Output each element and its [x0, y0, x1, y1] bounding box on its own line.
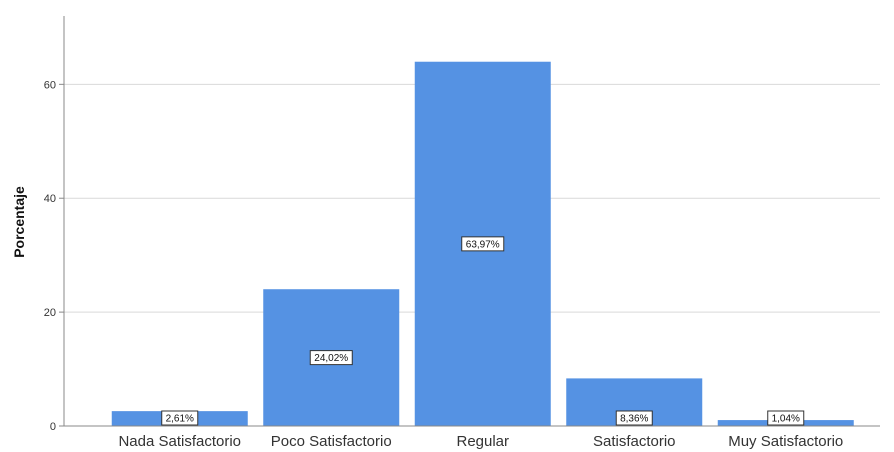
x-category-label: Nada Satisfactorio	[118, 433, 241, 450]
y-tick-label: 20	[44, 307, 56, 319]
x-category-label: Satisfactorio	[593, 433, 676, 450]
data-label-box	[767, 410, 805, 426]
x-category-label: Poco Satisfactorio	[271, 433, 392, 450]
y-axis-title: Porcentaje	[11, 186, 27, 258]
y-tick-label: 60	[44, 79, 56, 91]
data-label: 2,61%	[166, 414, 194, 425]
data-label-box	[309, 350, 353, 366]
data-label-box	[615, 410, 653, 426]
label-layer: 2,61% 24,02% 63,97% 8,36% 1,04%	[161, 236, 805, 426]
data-label: 8,36%	[620, 414, 648, 425]
axis-layer: 0 20 40 60 Nada Satisfactorio Poco Satisfacto…	[44, 16, 880, 450]
data-label: 1,04%	[772, 414, 800, 425]
y-tick-label: 0	[50, 421, 56, 433]
y-tick-label: 40	[44, 193, 56, 205]
data-label-box	[161, 410, 199, 426]
data-label: 24,02%	[314, 353, 348, 364]
x-category-label: Regular	[456, 433, 509, 450]
data-label-box	[461, 236, 505, 252]
data-label: 63,97%	[466, 239, 500, 250]
x-category-label: Muy Satisfactorio	[728, 433, 843, 450]
